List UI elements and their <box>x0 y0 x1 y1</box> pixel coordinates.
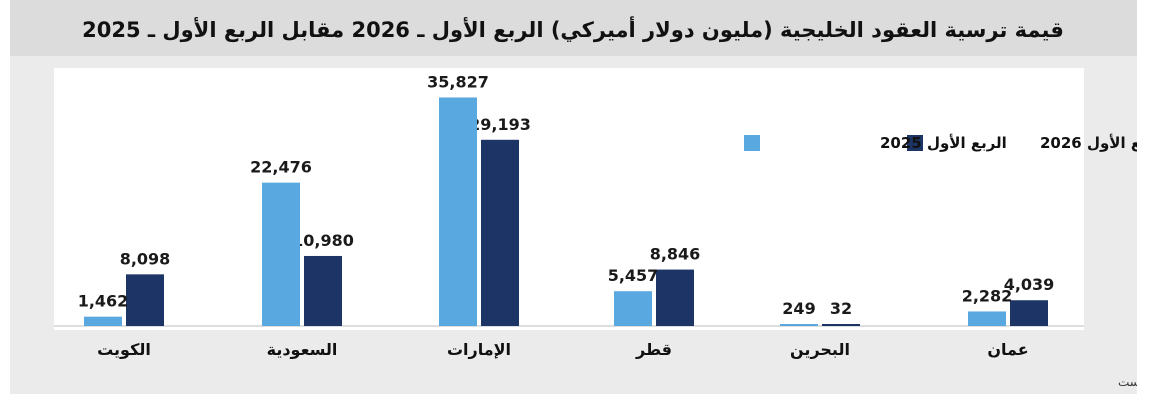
bar-q1-2026-5 <box>126 274 164 326</box>
legend-swatch-q1-2025 <box>744 135 760 151</box>
bar-q1-2026-4 <box>304 255 342 326</box>
value-label-q1-2026-0: 4,039 <box>1004 275 1055 294</box>
category-label-4: السعودية <box>267 340 338 359</box>
category-label-5: الكويت <box>97 340 151 359</box>
bar-q1-2026-1 <box>822 324 860 326</box>
value-label-q1-2026-3: 29,193 <box>469 115 531 134</box>
plot-area <box>54 68 1084 330</box>
category-label-2: قطر <box>635 340 672 359</box>
bar-q1-2025-2 <box>614 291 652 326</box>
value-label-q1-2026-5: 8,098 <box>120 249 171 268</box>
legend: الربع الأول 2026 الربع الأول 2025 <box>744 134 1137 152</box>
value-label-q1-2025-3: 35,827 <box>427 72 489 91</box>
bar-q1-2025-0 <box>968 311 1006 326</box>
category-label-0: عمان <box>987 340 1028 359</box>
bar-q1-2025-1 <box>780 324 818 326</box>
legend-label-q1-2026: الربع الأول 2026 <box>1040 134 1137 152</box>
value-label-q1-2025-2: 5,457 <box>608 266 659 285</box>
bar-q1-2026-0 <box>1010 300 1048 326</box>
bar-q1-2025-4 <box>262 182 300 326</box>
title-band <box>10 0 1137 56</box>
chart-svg: قيمة ترسية العقود الخليجية (مليون دولار … <box>10 0 1137 394</box>
legend-swatch-q1-2026 <box>907 135 923 151</box>
value-label-q1-2025-5: 1,462 <box>78 292 129 311</box>
category-label-3: الإمارات <box>447 340 511 359</box>
bar-q1-2026-3 <box>481 139 519 326</box>
value-label-q1-2026-4: 10,980 <box>292 231 354 250</box>
bar-q1-2025-3 <box>439 97 477 326</box>
chart-title: قيمة ترسية العقود الخليجية (مليون دولار … <box>82 15 1064 42</box>
bar-q1-2026-2 <box>656 269 694 326</box>
value-label-q1-2026-1: 32 <box>830 299 852 318</box>
value-label-q1-2025-0: 2,282 <box>962 286 1013 305</box>
bar-q1-2025-5 <box>84 316 122 326</box>
value-label-q1-2025-1: 249 <box>782 299 815 318</box>
category-label-1: البحرين <box>790 340 850 359</box>
source-note: المصدر : ميد وبحوث كامكو إنفست <box>1118 375 1137 390</box>
value-label-q1-2025-4: 22,476 <box>250 158 312 177</box>
legend-label-q1-2025: الربع الأول 2025 <box>880 134 1007 152</box>
chart-frame: قيمة ترسية العقود الخليجية (مليون دولار … <box>10 0 1137 394</box>
value-label-q1-2026-2: 8,846 <box>650 245 701 264</box>
